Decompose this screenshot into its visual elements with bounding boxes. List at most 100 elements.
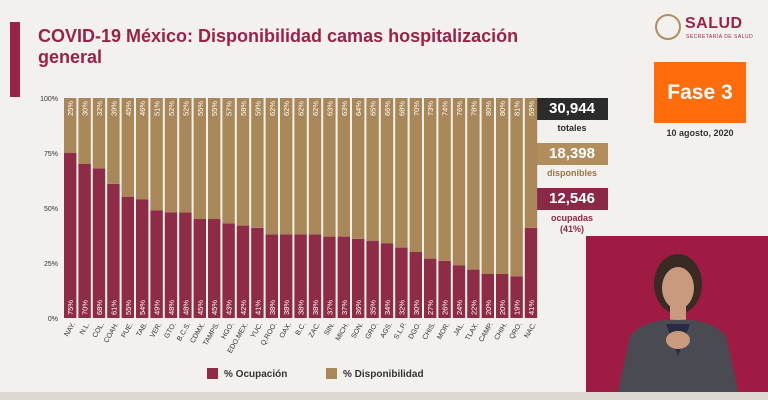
data-label-availability: 46% <box>138 101 147 116</box>
x-tick-label: COAH. <box>103 321 120 344</box>
x-tick-label: GRO. <box>365 321 380 340</box>
bar-occupancy <box>208 219 221 318</box>
legend-swatch-availability <box>326 368 337 379</box>
data-label-occupancy: 68% <box>95 300 104 315</box>
bar-availability <box>481 98 494 274</box>
x-tick-label: CAMP. <box>478 321 495 343</box>
x-tick-label: ZAC. <box>308 321 322 338</box>
report-date: 10 agosto, 2020 <box>666 128 734 138</box>
data-label-availability: 59% <box>253 101 262 116</box>
bar-occupancy <box>107 183 120 318</box>
bar-availability <box>136 98 149 200</box>
data-label-availability: 62% <box>268 101 277 116</box>
data-label-occupancy: 49% <box>153 300 162 315</box>
stat-occupied-label: ocupadas <box>550 213 593 223</box>
bar-availability <box>510 98 523 277</box>
data-label-availability: 68% <box>397 101 406 116</box>
data-label-occupancy: 38% <box>268 300 277 315</box>
data-label-occupancy: 43% <box>225 300 234 315</box>
bar-occupancy <box>438 260 451 318</box>
data-label-availability: 45% <box>124 101 133 116</box>
data-label-availability: 65% <box>369 101 378 116</box>
bar-availability <box>366 98 379 241</box>
x-tick-label: AGS. <box>380 321 394 339</box>
data-label-occupancy: 48% <box>167 300 176 315</box>
data-label-occupancy: 27% <box>426 300 435 315</box>
bar-availability <box>251 98 264 228</box>
bar-occupancy <box>193 219 206 318</box>
seal-icon <box>655 14 681 40</box>
data-label-occupancy: 55% <box>124 300 133 315</box>
bar-availability <box>280 98 293 235</box>
bar-availability <box>107 98 120 184</box>
logo-text: SALUD <box>685 15 743 32</box>
x-tick-label: NAC. <box>524 321 538 339</box>
data-label-occupancy: 26% <box>441 300 450 315</box>
data-label-availability: 58% <box>239 101 248 116</box>
x-tick-label: B.C. <box>295 321 308 336</box>
bar-occupancy <box>64 153 77 318</box>
stat-occupied-pct: (41%) <box>559 224 584 234</box>
stat-total: 30,944 totales <box>536 98 608 134</box>
bar-availability <box>92 98 106 169</box>
data-label-availability: 78% <box>469 101 478 116</box>
data-label-availability: 52% <box>181 101 190 116</box>
bar-occupancy <box>481 274 494 318</box>
bar-availability <box>395 98 408 248</box>
bars: 75% 25% 70% 30% 68% 32% 61% 39% 55% 45% 54% 46% 49% 5… <box>64 98 538 318</box>
bar-occupancy <box>496 274 509 318</box>
page-title: COVID-19 México: Disponibilidad camas ho… <box>38 26 519 67</box>
data-label-availability: 62% <box>282 101 291 116</box>
bar-availability <box>294 98 307 235</box>
x-tick-label: QRO. <box>509 321 524 340</box>
data-label-occupancy: 30% <box>412 300 421 315</box>
data-label-occupancy: 42% <box>239 300 248 315</box>
bar-occupancy <box>294 234 307 318</box>
bar-occupancy <box>323 236 336 318</box>
x-tick-label: N.L. <box>79 321 92 336</box>
x-tick-label: CHIH. <box>494 321 510 341</box>
data-label-availability: 62% <box>297 101 306 116</box>
bar-occupancy <box>467 269 480 318</box>
data-label-occupancy: 70% <box>81 300 90 315</box>
x-tick-label: JAL. <box>453 321 466 337</box>
x-tick-label: GTO. <box>163 321 178 339</box>
data-label-occupancy: 35% <box>369 300 378 315</box>
bar-availability <box>121 98 134 197</box>
data-label-occupancy: 38% <box>282 300 291 315</box>
stat-available: 18,398 disponibles <box>536 143 608 179</box>
x-tick-label: VER. <box>149 321 163 339</box>
x-tick-label: SON. <box>351 321 366 339</box>
bar-occupancy <box>179 212 192 318</box>
x-tick-label: MICH. <box>335 321 351 342</box>
data-label-occupancy: 19% <box>513 300 522 315</box>
bar-occupancy <box>524 227 538 318</box>
bar-availability <box>409 98 422 252</box>
data-label-occupancy: 45% <box>210 300 219 315</box>
legend-label-availability: % Disponibilidad <box>343 369 424 380</box>
bar-occupancy <box>308 234 322 318</box>
x-tick-label: TAB. <box>136 321 150 338</box>
bar-occupancy <box>92 168 106 318</box>
data-label-availability: 62% <box>311 101 320 116</box>
data-label-availability: 55% <box>196 101 205 116</box>
logo-subtext: SECRETARÍA DE SALUD <box>686 34 754 40</box>
bar-occupancy <box>352 238 365 318</box>
stat-occupied-value: 12,546 <box>536 188 608 210</box>
legend-swatch-occupancy <box>207 368 218 379</box>
stat-available-label: disponibles <box>546 168 597 178</box>
x-tick-label: CHIS. <box>422 321 437 341</box>
x-tick-label: MOR. <box>436 321 451 340</box>
bar-occupancy <box>452 265 466 318</box>
data-label-availability: 80% <box>484 101 493 116</box>
bar-availability <box>352 98 365 239</box>
bar-occupancy <box>236 225 250 318</box>
bar-availability <box>438 98 451 261</box>
stat-occupied: 12,546 ocupadas (41%) <box>536 188 608 235</box>
stat-total-value: 30,944 <box>536 98 608 120</box>
bar-occupancy <box>164 212 178 318</box>
data-label-occupancy: 41% <box>527 300 536 315</box>
data-label-occupancy: 34% <box>383 300 392 315</box>
bar-occupancy <box>395 247 408 318</box>
